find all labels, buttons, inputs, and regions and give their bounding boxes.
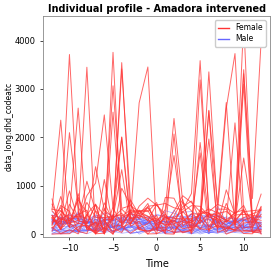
Title: Individual profile - Amadora intervened: Individual profile - Amadora intervened xyxy=(47,4,266,14)
X-axis label: Time: Time xyxy=(145,259,169,269)
Legend: Female, Male: Female, Male xyxy=(215,20,266,47)
Y-axis label: data_long.dhd_codeatc: data_long.dhd_codeatc xyxy=(4,82,13,171)
